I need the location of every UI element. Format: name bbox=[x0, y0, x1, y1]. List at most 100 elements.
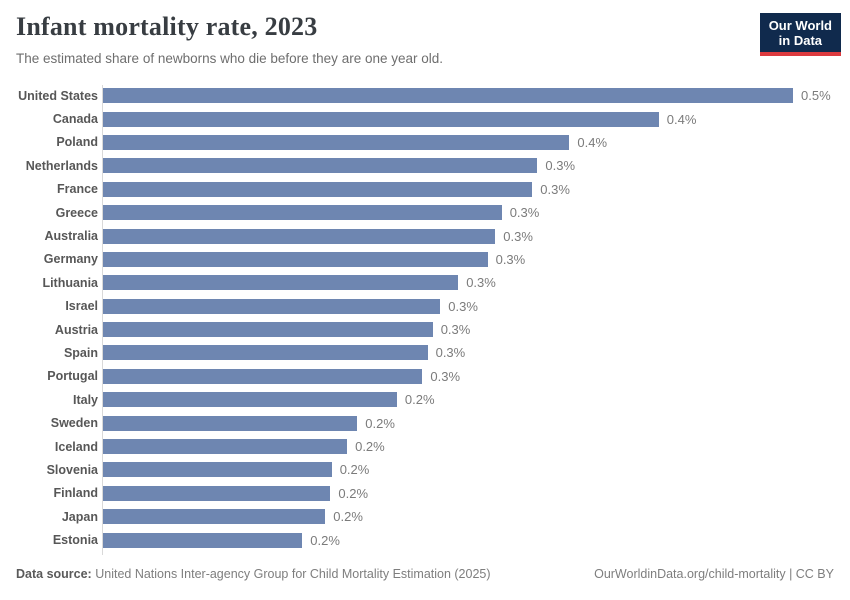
bar[interactable] bbox=[103, 368, 423, 384]
country-label: Lithuania bbox=[42, 275, 98, 290]
bar-track: 0.3% bbox=[103, 158, 576, 174]
bar-track: 0.2% bbox=[103, 439, 385, 455]
value-label: 0.3% bbox=[435, 345, 466, 361]
bar-track: 0.4% bbox=[103, 111, 697, 127]
bar-row: Iceland 0.2% bbox=[0, 435, 850, 458]
bar-row: United States 0.5% bbox=[0, 84, 850, 107]
bar[interactable] bbox=[103, 532, 303, 548]
value-label: 0.4% bbox=[666, 111, 697, 127]
bar-track: 0.3% bbox=[103, 298, 478, 314]
bar[interactable] bbox=[103, 485, 331, 501]
country-label: Sweden bbox=[50, 416, 98, 431]
bar-row: Israel 0.3% bbox=[0, 295, 850, 318]
bar-track: 0.3% bbox=[103, 181, 570, 197]
bar[interactable] bbox=[103, 298, 441, 314]
bar[interactable] bbox=[103, 88, 793, 104]
bar[interactable] bbox=[103, 415, 358, 431]
country-label: Finland bbox=[53, 486, 98, 501]
country-label: Japan bbox=[61, 509, 98, 524]
value-label: 0.3% bbox=[503, 228, 533, 244]
bar-row: Slovenia 0.2% bbox=[0, 458, 850, 481]
bar[interactable] bbox=[103, 322, 433, 338]
country-label: Estonia bbox=[52, 533, 98, 548]
bar-track: 0.4% bbox=[103, 134, 608, 150]
bar-track: 0.3% bbox=[103, 322, 471, 338]
country-label: Israel bbox=[65, 299, 98, 314]
country-label: Austria bbox=[54, 322, 98, 337]
bar-track: 0.3% bbox=[103, 345, 466, 361]
bar[interactable] bbox=[103, 509, 326, 525]
bar-row: Australia 0.3% bbox=[0, 224, 850, 247]
bar[interactable] bbox=[103, 228, 496, 244]
bar-row: Canada 0.4% bbox=[0, 107, 850, 130]
bar-track: 0.5% bbox=[103, 88, 831, 104]
bar-chart: United States 0.5% Canada 0.4% Poland 0.… bbox=[0, 84, 850, 555]
country-label: Portugal bbox=[47, 369, 98, 384]
bar[interactable] bbox=[103, 205, 502, 221]
bar-track: 0.2% bbox=[103, 485, 369, 501]
value-label: 0.5% bbox=[801, 88, 831, 104]
country-label: Australia bbox=[44, 229, 99, 244]
owid-logo[interactable]: Our World in Data bbox=[759, 13, 841, 56]
bar-row: Estonia 0.2% bbox=[0, 528, 850, 551]
value-label: 0.3% bbox=[495, 251, 526, 267]
bar[interactable] bbox=[103, 462, 332, 478]
data-source-label: Data source: bbox=[16, 567, 92, 581]
country-label: Spain bbox=[63, 345, 98, 360]
value-label: 0.3% bbox=[466, 275, 496, 291]
value-label: 0.2% bbox=[355, 439, 385, 455]
data-source-text: United Nations Inter-agency Group for Ch… bbox=[95, 567, 491, 581]
value-label: 0.4% bbox=[577, 134, 608, 150]
country-label: United States bbox=[18, 88, 98, 103]
bar-row: Finland 0.2% bbox=[0, 482, 850, 505]
bar-rows: United States 0.5% Canada 0.4% Poland 0.… bbox=[0, 84, 850, 552]
bar-track: 0.2% bbox=[103, 392, 435, 408]
value-label: 0.3% bbox=[440, 322, 471, 338]
bar-track: 0.3% bbox=[103, 251, 526, 267]
country-label: Netherlands bbox=[25, 158, 98, 173]
bar[interactable] bbox=[103, 251, 488, 267]
value-label: 0.3% bbox=[509, 205, 540, 221]
bar[interactable] bbox=[103, 134, 570, 150]
bar-track: 0.2% bbox=[103, 509, 363, 525]
country-label: Poland bbox=[56, 135, 98, 150]
bar[interactable] bbox=[103, 158, 538, 174]
page-title: Infant mortality rate, 2023 bbox=[16, 12, 318, 41]
value-label: 0.3% bbox=[545, 158, 576, 174]
country-label: Slovenia bbox=[46, 462, 98, 477]
bar[interactable] bbox=[103, 392, 397, 408]
owid-footer-link[interactable]: OurWorldinData.org/child-mortality | CC … bbox=[594, 567, 834, 581]
value-label: 0.3% bbox=[448, 298, 478, 314]
data-source: Data source: United Nations Inter-agency… bbox=[16, 567, 491, 581]
bar[interactable] bbox=[103, 439, 348, 455]
value-label: 0.2% bbox=[404, 392, 435, 408]
chart-footer: Data source: United Nations Inter-agency… bbox=[16, 567, 834, 581]
bar-track: 0.3% bbox=[103, 205, 540, 221]
bar-row: Germany 0.3% bbox=[0, 248, 850, 271]
bar-row: Poland 0.4% bbox=[0, 131, 850, 154]
bar[interactable] bbox=[103, 275, 459, 291]
country-label: Iceland bbox=[54, 439, 98, 454]
bar-track: 0.3% bbox=[103, 228, 533, 244]
country-label: France bbox=[57, 182, 98, 197]
value-label: 0.2% bbox=[338, 485, 369, 501]
bar-row: Greece 0.3% bbox=[0, 201, 850, 224]
country-label: Italy bbox=[72, 392, 98, 407]
bar[interactable] bbox=[103, 181, 533, 197]
bar[interactable] bbox=[103, 345, 428, 361]
value-label: 0.2% bbox=[365, 415, 395, 431]
value-label: 0.2% bbox=[333, 509, 363, 525]
value-label: 0.3% bbox=[430, 368, 461, 384]
bar-row: Sweden 0.2% bbox=[0, 411, 850, 434]
country-label: Greece bbox=[55, 205, 98, 220]
bar-track: 0.2% bbox=[103, 415, 395, 431]
bar-row: Lithuania 0.3% bbox=[0, 271, 850, 294]
country-label: Germany bbox=[43, 252, 98, 267]
bar-track: 0.2% bbox=[103, 532, 340, 548]
value-label: 0.2% bbox=[310, 532, 340, 548]
bar-row: Japan 0.2% bbox=[0, 505, 850, 528]
bar-row: France 0.3% bbox=[0, 178, 850, 201]
bar-row: Italy 0.2% bbox=[0, 388, 850, 411]
bar[interactable] bbox=[103, 111, 659, 127]
bar-row: Portugal 0.3% bbox=[0, 365, 850, 388]
